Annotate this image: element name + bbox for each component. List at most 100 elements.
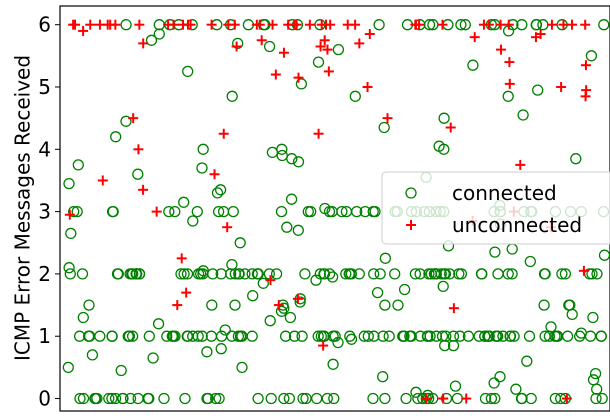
point-connected xyxy=(595,330,607,342)
point-connected xyxy=(423,19,436,31)
point-connected xyxy=(133,268,146,280)
point-unconnected xyxy=(323,66,334,77)
point-connected xyxy=(368,268,380,280)
point-unconnected xyxy=(265,275,276,286)
point-connected xyxy=(398,283,411,296)
legend-plus xyxy=(406,220,416,230)
point-unconnected xyxy=(273,300,284,311)
point-unconnected xyxy=(438,393,449,404)
data-points xyxy=(62,19,610,405)
point-connected xyxy=(83,330,96,342)
point-connected xyxy=(329,330,341,342)
point-connected xyxy=(462,330,475,342)
point-connected xyxy=(191,205,203,218)
y-tick-label: 6 xyxy=(38,13,51,37)
point-unconnected xyxy=(580,91,591,102)
point-unconnected xyxy=(567,19,578,30)
point-connected xyxy=(123,330,136,342)
point-connected xyxy=(438,143,450,155)
point-connected xyxy=(494,371,506,383)
point-connected xyxy=(161,330,173,342)
point-connected xyxy=(300,392,312,405)
point-unconnected xyxy=(461,393,472,404)
point-connected xyxy=(152,318,165,330)
point-unconnected xyxy=(218,128,229,139)
point-unconnected xyxy=(133,144,144,155)
point-connected xyxy=(232,330,245,342)
point-connected xyxy=(265,392,277,405)
point-connected xyxy=(538,299,550,311)
point-connected xyxy=(187,215,199,227)
point-connected xyxy=(187,330,199,342)
point-connected xyxy=(459,19,471,31)
point-connected xyxy=(76,268,89,280)
point-unconnected xyxy=(256,35,267,46)
point-unconnected xyxy=(364,29,375,40)
point-unconnected xyxy=(163,19,174,30)
point-connected xyxy=(65,227,77,240)
point-connected xyxy=(107,205,119,218)
point-connected xyxy=(397,330,409,342)
point-connected xyxy=(296,330,308,342)
point-connected xyxy=(332,336,344,349)
point-unconnected xyxy=(546,19,557,30)
point-connected xyxy=(72,159,84,171)
point-connected xyxy=(538,268,551,280)
point-connected xyxy=(115,364,127,377)
point-connected xyxy=(77,311,89,324)
point-connected xyxy=(196,162,208,174)
point-connected xyxy=(556,268,568,280)
point-unconnected xyxy=(270,69,281,80)
point-connected xyxy=(77,392,90,405)
point-connected xyxy=(229,299,241,311)
point-connected xyxy=(175,268,187,280)
point-connected xyxy=(332,43,345,56)
point-connected xyxy=(598,249,610,261)
point-connected xyxy=(302,205,314,218)
point-connected xyxy=(409,268,422,280)
point-connected xyxy=(561,330,574,342)
point-unconnected xyxy=(138,38,149,49)
point-unconnected xyxy=(445,122,456,133)
point-connected xyxy=(109,392,122,405)
point-connected xyxy=(485,392,498,405)
legend-marker-connected xyxy=(405,187,417,199)
point-connected xyxy=(153,28,165,40)
y-tick-label: 3 xyxy=(38,200,51,224)
point-unconnected xyxy=(172,300,183,311)
point-connected xyxy=(517,109,529,121)
point-unconnected xyxy=(410,19,421,30)
point-connected xyxy=(247,290,259,302)
point-unconnected xyxy=(322,44,333,55)
point-unconnected xyxy=(420,393,431,404)
y-tick-label: 1 xyxy=(38,324,51,348)
legend-box xyxy=(381,171,610,245)
point-connected xyxy=(591,383,603,395)
point-connected xyxy=(340,205,353,218)
point-unconnected xyxy=(206,19,217,30)
point-connected xyxy=(116,392,129,405)
point-connected xyxy=(232,37,244,50)
point-connected xyxy=(506,268,518,280)
point-connected xyxy=(158,392,170,405)
legend-label-unconnected: unconnected xyxy=(452,213,582,237)
point-connected xyxy=(358,330,370,342)
point-connected xyxy=(549,330,561,342)
point-unconnected xyxy=(176,253,187,264)
legend-label-connected: connected xyxy=(452,181,557,205)
point-unconnected xyxy=(254,19,265,30)
point-connected xyxy=(566,308,578,321)
point-connected xyxy=(68,205,80,218)
point-connected xyxy=(270,268,283,280)
point-connected xyxy=(297,392,309,405)
point-unconnected xyxy=(231,41,242,52)
point-connected xyxy=(283,392,296,405)
point-connected xyxy=(275,205,288,218)
point-connected xyxy=(447,339,460,352)
point-connected xyxy=(86,349,99,361)
point-unconnected xyxy=(350,19,361,30)
point-connected xyxy=(284,311,297,324)
point-connected xyxy=(234,237,246,249)
point-connected xyxy=(201,392,213,405)
y-tick-label: 0 xyxy=(38,387,51,411)
